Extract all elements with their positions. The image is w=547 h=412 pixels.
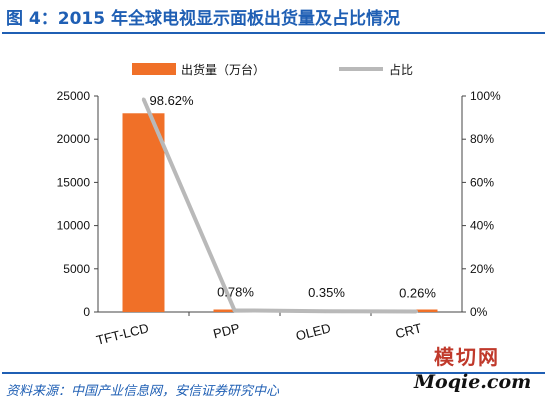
share-line-path [141,98,417,314]
watermark-logo: 模切网 Moqie.com [404,335,544,399]
data-label: 98.62% [150,93,195,108]
right-tick-label: 60% [470,175,494,189]
legend-bar-swatch [132,63,176,75]
share-point-crt [415,309,418,313]
left-tick-label: 20000 [57,132,91,146]
data-label: 0.35% [308,285,345,300]
share-point-oled [324,309,327,313]
right-tick-label: 80% [470,132,494,146]
right-tick-label: 40% [470,219,494,233]
watermark-name: 模切网 [434,345,500,369]
right-tick-label: 20% [470,262,494,276]
left-tick-label: 0 [83,305,90,319]
left-tick-label: 5000 [63,262,90,276]
chart-title: 图 4：2015 年全球电视显示面板出货量及占比情况 [6,9,400,29]
left-tick-label: 10000 [57,219,91,233]
data-label: 0.26% [399,285,436,300]
watermark-url: Moqie.com [414,371,532,393]
right-tick-label: 100% [470,89,501,103]
left-tick-label: 25000 [57,89,91,103]
legend: 出货量（万台） 占比 [132,62,413,77]
legend-line-label: 占比 [389,62,413,77]
bar-tft-lcd [122,113,165,312]
share-point-pdp [233,308,236,312]
left-tick-label: 15000 [57,175,91,189]
category-label: PDP [212,320,242,341]
legend-bar-label: 出货量（万台） [181,62,265,77]
data-labels: 98.62% 0.78% 0.35% 0.26% [150,93,437,300]
source-note: 资料来源：中国产业信息网，安信证券研究中心 [6,384,280,399]
source-divider [2,372,545,374]
right-tick-label: 0% [470,305,488,319]
share-point-tft-lcd [142,97,145,101]
title-divider [2,32,545,34]
category-label: OLED [294,320,332,343]
category-label: CRT [394,320,423,341]
data-label: 0.78% [217,284,254,299]
bars [122,113,438,312]
share-line [141,97,418,314]
category-label: TFT-LCD [95,320,150,347]
category-labels: TFT-LCD PDP OLED CRT [95,320,424,347]
